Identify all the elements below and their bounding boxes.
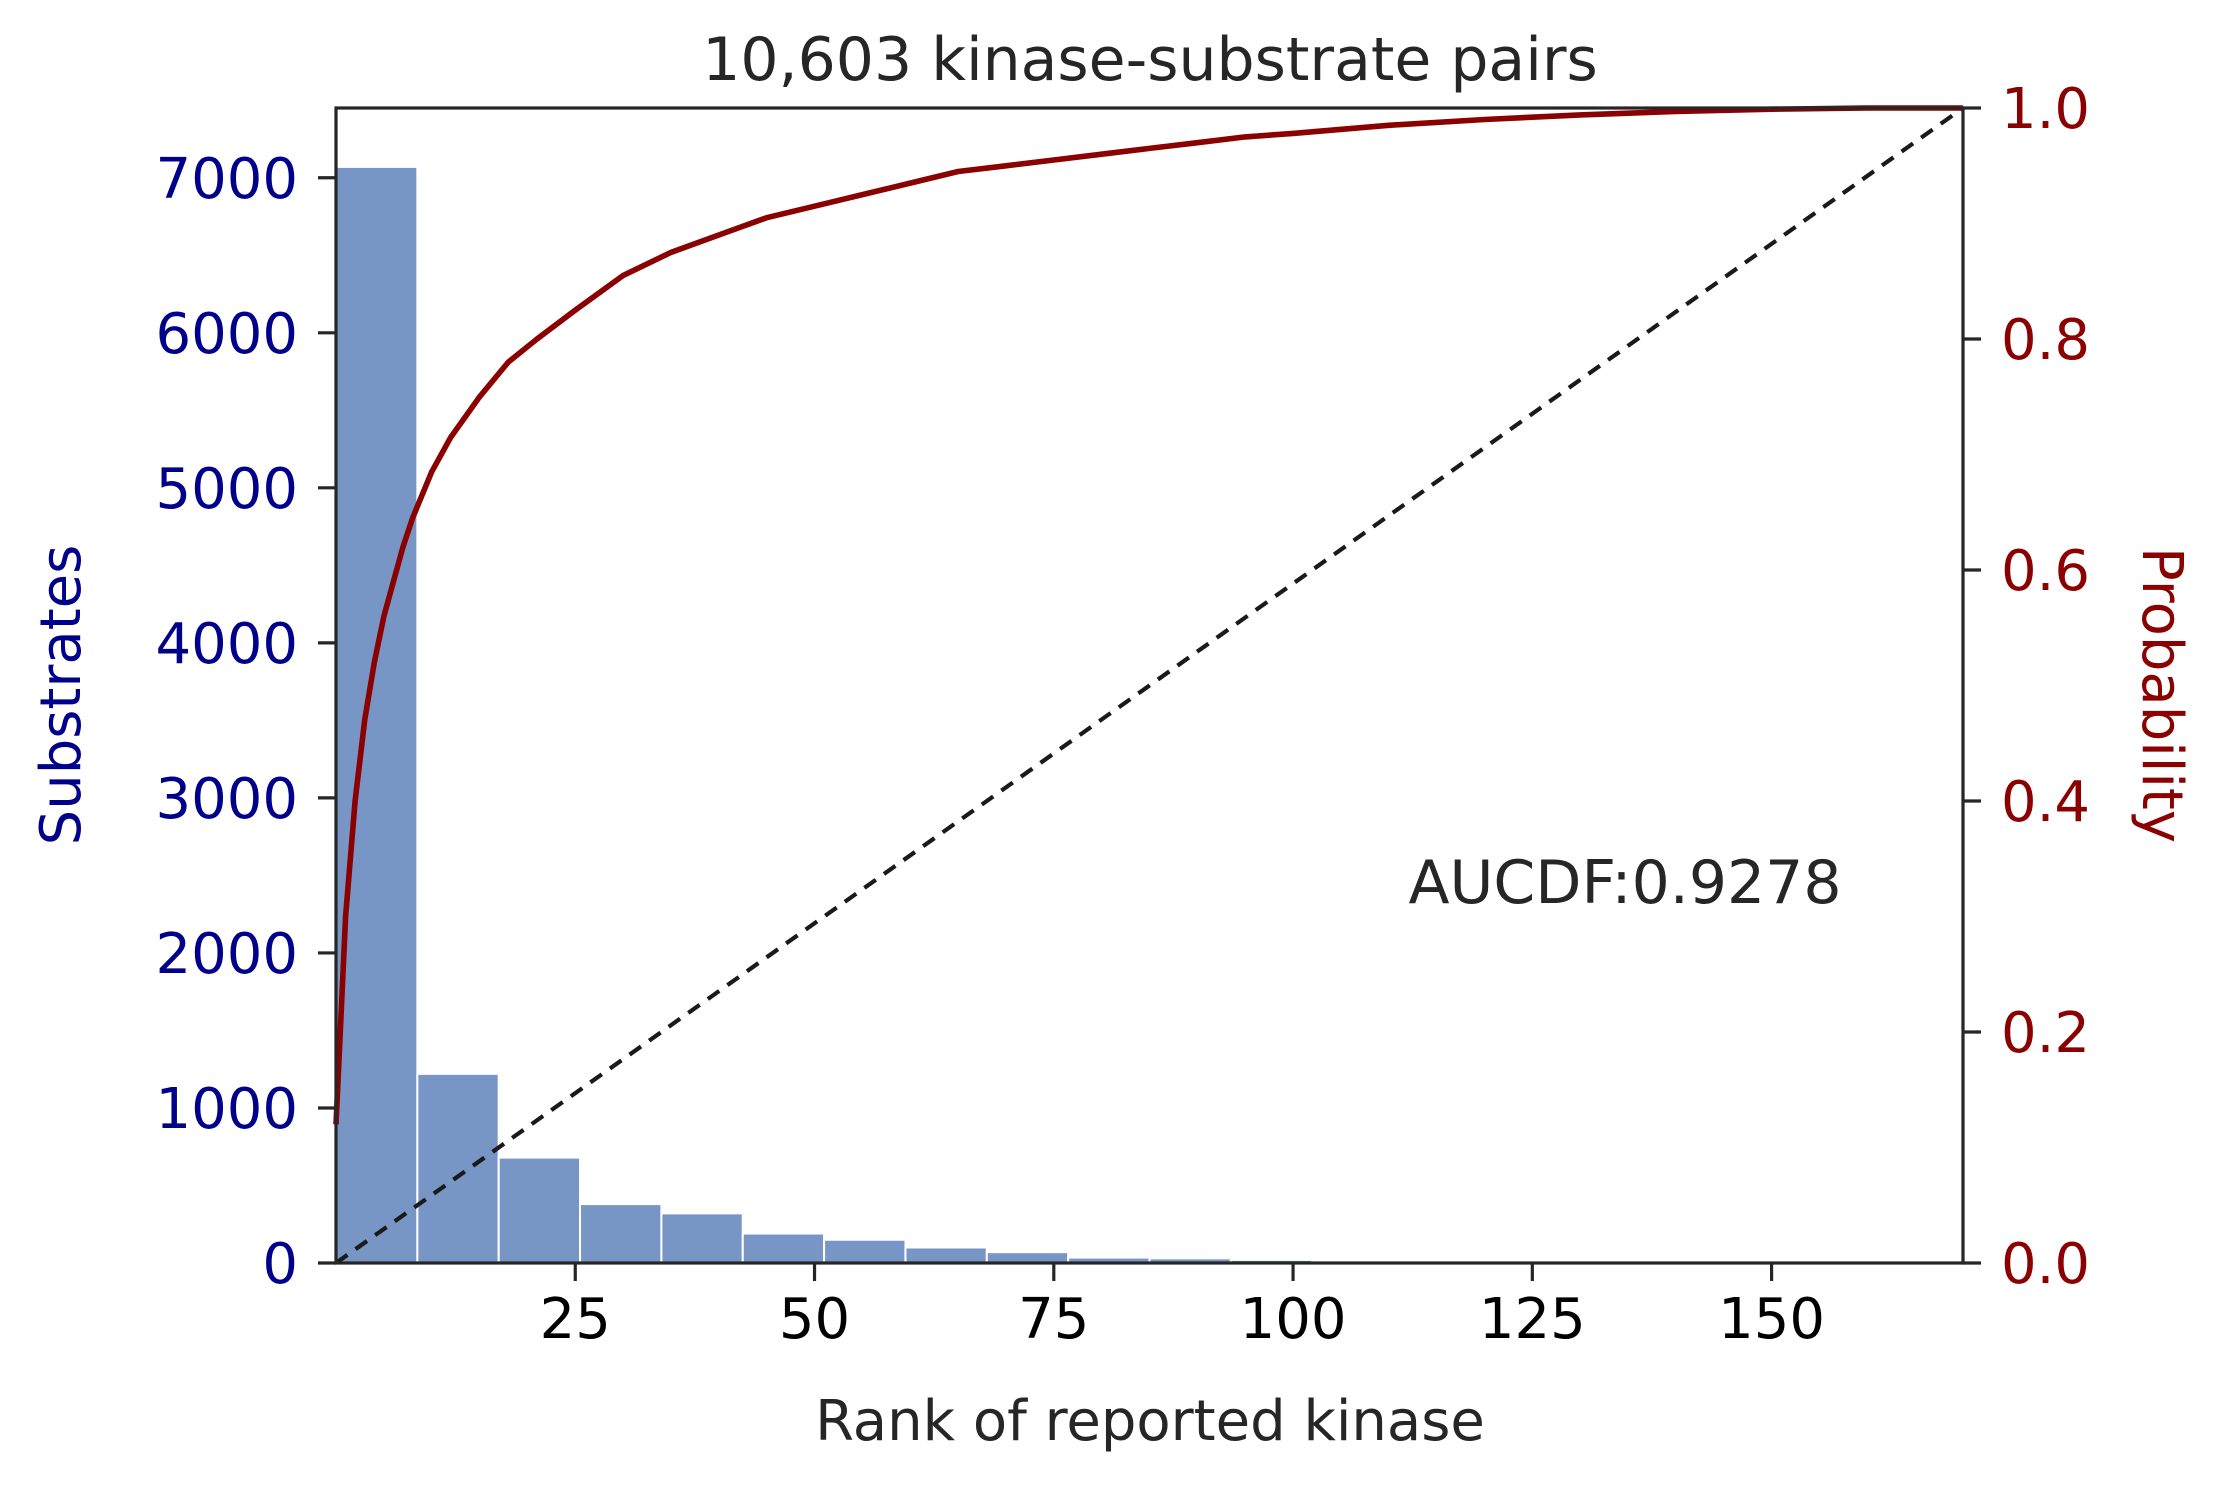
right-y-axis-title: Probability [2129,547,2194,843]
y2-tick-label-0.8: 0.8 [2001,308,2090,373]
y2-tick-label-0.6: 0.6 [2001,539,2090,604]
histogram-bar-9 [985,1251,1070,1265]
x-tick-label-25: 25 [540,1287,611,1352]
y-tick-label-7000: 7000 [155,147,298,212]
x-tick-label-150: 150 [1718,1287,1825,1352]
y-tick-label-0: 0 [262,1232,298,1297]
histogram-bar-5 [660,1212,744,1265]
y-tick-label-6000: 6000 [155,302,298,367]
y-tick-label-5000: 5000 [155,457,298,522]
histogram-bars [335,165,1965,1265]
y-tick-label-4000: 4000 [155,612,298,677]
aucdf-annotation: AUCDF:0.9278 [1408,848,1841,918]
histogram-bar-3 [497,1156,582,1264]
histogram-bar-4 [579,1203,663,1265]
x-tick-label-75: 75 [1018,1287,1089,1352]
y-tick-label-3000: 3000 [155,767,298,832]
x-tick-label-125: 125 [1479,1287,1586,1352]
histogram-bar-6 [741,1232,826,1264]
histogram-bar-8 [904,1246,988,1265]
right-y-axis-ticks: 0.0 0.2 0.4 0.6 0.8 1.0 [1963,77,2090,1297]
x-axis-title: Rank of reported kinase [815,1389,1485,1454]
histogram-bar-7 [823,1238,907,1265]
y-tick-label-1000: 1000 [155,1077,298,1142]
left-y-axis-ticks: 0 1000 2000 3000 4000 5000 6000 7000 [155,147,336,1297]
cdf-line [333,105,1963,1125]
histogram-bar-2 [416,1072,500,1264]
left-y-axis-title: Substrates [29,545,94,846]
plot-frame [334,106,1965,1265]
histogram-bar-1 [335,165,419,1265]
chart-title: 10,603 kinase-substrate pairs [702,25,1598,95]
y2-tick-label-0.2: 0.2 [2001,1001,2090,1066]
x-axis-ticks: 25 50 75 100 125 150 [540,1263,1825,1352]
reference-diagonal-line [334,106,1965,1265]
y2-tick-label-1.0: 1.0 [2001,77,2090,142]
y-tick-label-2000: 2000 [155,922,298,987]
y2-tick-label-0.4: 0.4 [2001,770,2090,835]
y2-tick-label-0.0: 0.0 [2001,1232,2090,1297]
x-tick-label-50: 50 [779,1287,850,1352]
x-tick-label-100: 100 [1240,1287,1347,1352]
